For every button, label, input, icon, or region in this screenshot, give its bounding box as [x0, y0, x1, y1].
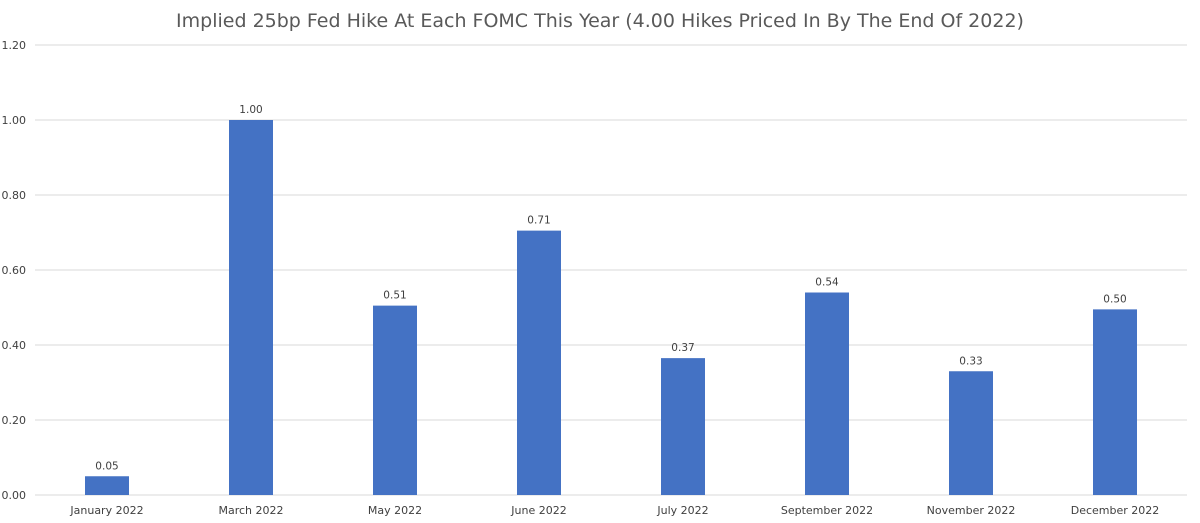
x-category-label: January 2022	[69, 504, 143, 517]
y-tick-label: 0.20	[2, 414, 27, 427]
x-category-label: March 2022	[218, 504, 283, 517]
y-tick-label: 0.40	[2, 339, 27, 352]
y-tick-label: 1.00	[2, 114, 27, 127]
y-axis-tick-labels: 0.00 0.20 0.40 0.60 0.80 1.00 1.20	[2, 39, 27, 502]
y-tick-label: 0.60	[2, 264, 27, 277]
y-tick-label: 0.80	[2, 189, 27, 202]
data-label: 0.50	[1103, 293, 1126, 305]
data-label: 0.54	[815, 277, 839, 289]
data-label: 0.71	[527, 215, 550, 227]
data-labels: 0.05 1.00 0.51 0.71 0.37 0.54 0.33 0.50	[95, 104, 1126, 472]
chart-title: Implied 25bp Fed Hike At Each FOMC This …	[176, 10, 1024, 32]
data-label: 0.33	[959, 355, 982, 367]
y-tick-label: 0.00	[2, 489, 27, 502]
data-label: 1.00	[239, 104, 262, 116]
x-category-label: December 2022	[1071, 504, 1160, 517]
bar	[517, 230, 561, 495]
bar	[661, 358, 705, 495]
x-axis-category-labels: January 2022 March 2022 May 2022 June 2022 J…	[69, 504, 1159, 517]
x-category-label: July 2022	[656, 504, 708, 517]
data-label: 0.37	[671, 342, 694, 354]
data-label: 0.05	[95, 460, 118, 472]
bar	[85, 476, 129, 495]
bar	[229, 120, 273, 495]
bars	[85, 120, 1137, 495]
x-category-label: June 2022	[510, 504, 566, 517]
bar	[1093, 309, 1137, 495]
x-category-label: November 2022	[927, 504, 1016, 517]
gridlines	[35, 44, 1187, 496]
y-tick-label: 1.20	[2, 39, 27, 52]
data-label: 0.51	[383, 290, 406, 302]
x-category-label: September 2022	[781, 504, 873, 517]
bar	[949, 371, 993, 495]
bar	[373, 305, 417, 495]
x-category-label: May 2022	[368, 504, 422, 517]
bar	[805, 292, 849, 495]
